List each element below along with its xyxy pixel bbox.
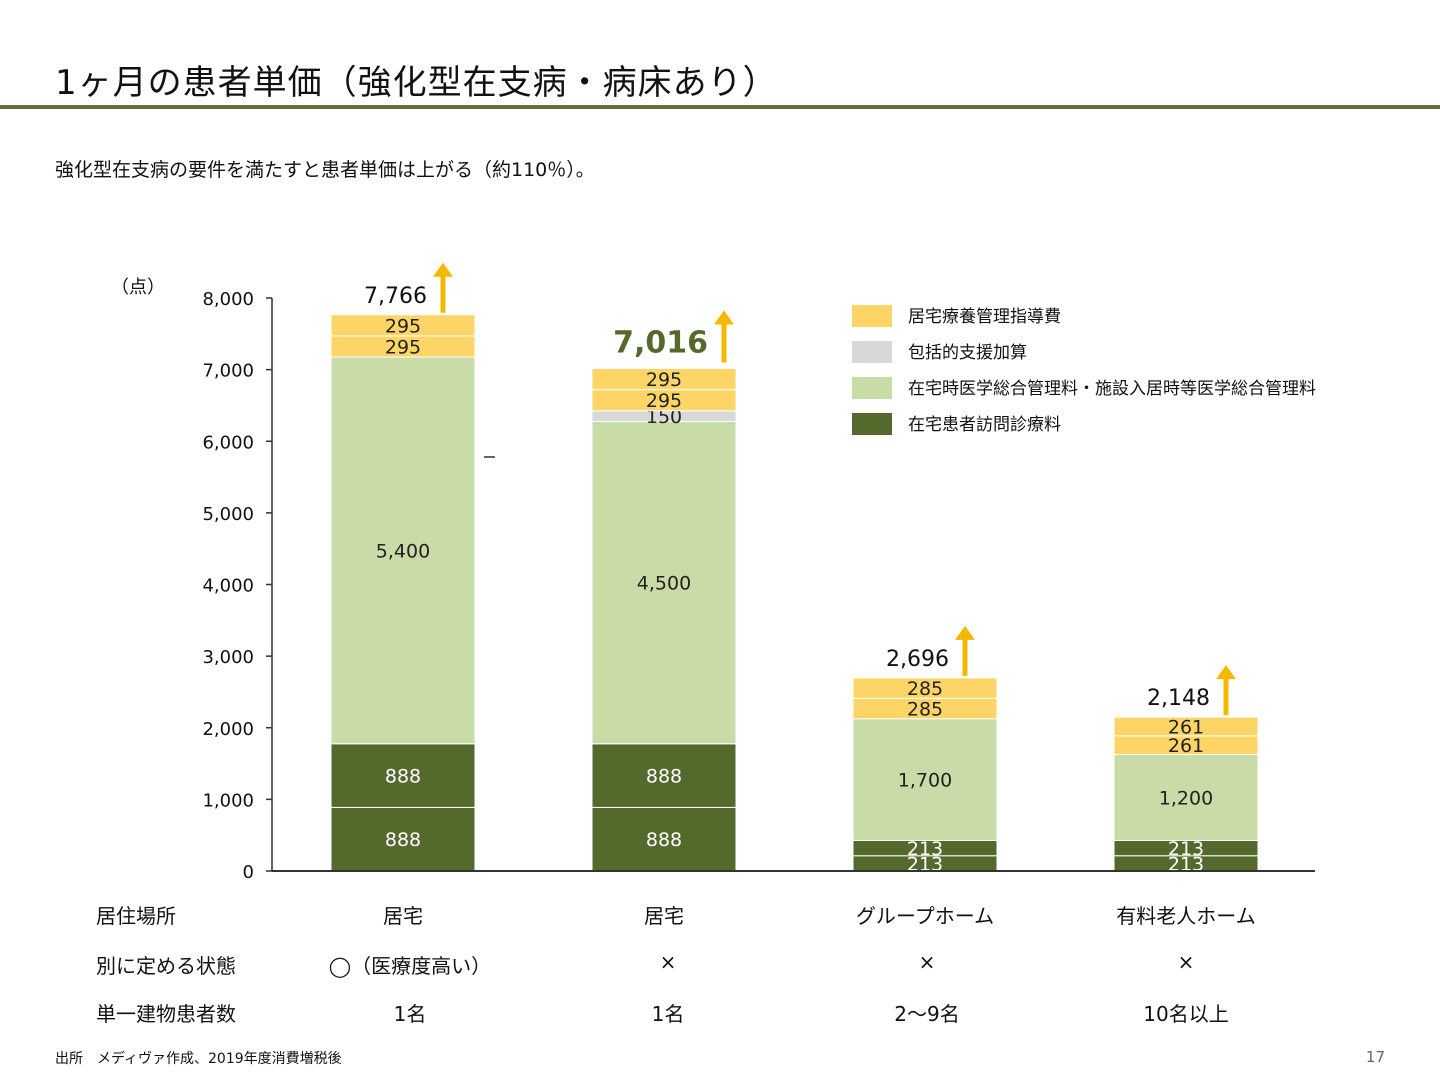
- y-tick-label: 2,000: [202, 719, 254, 740]
- segment-value-label: 888: [646, 829, 682, 851]
- segment-value-label: 213: [1168, 838, 1204, 860]
- bar-segment-home_care_guidance: [1113, 716, 1259, 737]
- bar-segment-comprehensive_mgmt: [852, 718, 998, 841]
- segment-value-label: 888: [385, 766, 421, 788]
- y-tick-label: 7,000: [202, 361, 254, 382]
- bar-segment-visit_fee: [591, 743, 737, 808]
- segment-value-label: 261: [1168, 735, 1204, 757]
- bar-segment-visit_fee: [330, 743, 476, 808]
- y-tick-label: 8,000: [202, 289, 254, 310]
- page-number: 17: [1365, 1048, 1385, 1066]
- table-cell: 10名以上: [1143, 1002, 1229, 1026]
- segment-value-label: 213: [907, 853, 943, 875]
- table-cell: 居宅: [383, 904, 423, 928]
- increase-arrow-icon: [1216, 665, 1236, 680]
- y-tick-label: 6,000: [202, 432, 254, 453]
- segment-value-label: 285: [907, 678, 943, 700]
- segment-value-label: 295: [385, 315, 421, 337]
- segment-value-label: 285: [907, 699, 943, 721]
- legend-label: 居宅療養管理指導費: [908, 307, 1061, 327]
- bar-segment-visit_fee: [330, 806, 476, 872]
- table-cell: ×: [659, 950, 677, 974]
- legend-label: 在宅患者訪問診療料: [908, 415, 1061, 435]
- y-tick-label: 5,000: [202, 504, 254, 525]
- increase-arrow-icon: [714, 310, 734, 325]
- bar-segment-home_care_guidance: [330, 314, 476, 337]
- legend-label: 在宅時医学総合管理料・施設入居時等医学総合管理料: [908, 379, 1316, 399]
- table-cell: 居宅: [644, 904, 684, 928]
- y-unit-label: （点）: [111, 277, 165, 298]
- legend-label: 包括的支援加算: [908, 343, 1027, 363]
- subtitle: 強化型在支病の要件を満たすと患者単価は上がる（約110％）。: [55, 159, 595, 181]
- row-label-residence: 居住場所: [96, 904, 176, 928]
- row-label-patient-count: 単一建物患者数: [96, 1002, 236, 1026]
- table-cell: ×: [918, 950, 936, 974]
- title-divider: [0, 105, 1440, 109]
- segment-value-label: 295: [646, 369, 682, 391]
- segment-value-label: 213: [907, 838, 943, 860]
- segment-value-label: 5,400: [376, 540, 430, 562]
- bar-segment-comprehensive_mgmt: [1113, 754, 1259, 841]
- bar-segment-home_care_guidance: [591, 367, 737, 391]
- bar-segment-comprehensive_mgmt: [330, 356, 476, 745]
- y-tick-label: 3,000: [202, 647, 254, 668]
- y-tick-label: 1,000: [202, 790, 254, 811]
- segment-value-label: 888: [646, 766, 682, 788]
- y-tick-label: 0: [243, 862, 254, 883]
- bar-segment-visit_fee: [591, 806, 737, 872]
- segment-value-label: 295: [646, 390, 682, 412]
- table-cell: 1名: [651, 1002, 685, 1026]
- legend-swatch-comprehensive_mgmt: [852, 377, 892, 399]
- bar-total-label: 7,016: [613, 325, 708, 360]
- bar-total-label: 7,766: [364, 284, 427, 309]
- table-cell: 1名: [393, 1002, 427, 1026]
- increase-arrow-icon: [955, 625, 975, 640]
- table-cell: グループホーム: [855, 904, 995, 928]
- table-cell: 有料老人ホーム: [1116, 904, 1256, 928]
- source-note: 出所 メディヴァ作成、2019年度消費増税後: [55, 1051, 342, 1067]
- segment-value-label: 1,200: [1159, 788, 1213, 810]
- segment-value-label: 1,700: [898, 770, 952, 792]
- segment-value-label: 213: [1168, 853, 1204, 875]
- bar-segment-comprehensive_mgmt: [591, 420, 737, 745]
- y-tick-label: 4,000: [202, 576, 254, 597]
- legend-swatch-visit_fee: [852, 413, 892, 435]
- segment-value-label: 261: [1168, 716, 1204, 738]
- bar-total-label: 2,148: [1147, 686, 1210, 711]
- legend-swatch-support_addition: [852, 341, 892, 363]
- segment-value-label: 4,500: [637, 573, 691, 595]
- table-cell: ◯（医療度高い）: [328, 954, 492, 978]
- increase-arrow-icon: [433, 262, 453, 277]
- segment-value-label: 295: [385, 336, 421, 358]
- segment-value-label: 888: [385, 829, 421, 851]
- table-cell: 2〜9名: [894, 1002, 960, 1026]
- legend-swatch-home_care_guidance: [852, 305, 892, 327]
- table-cell: ×: [1177, 950, 1195, 974]
- page-title: 1ヶ月の患者単価（強化型在支病・病床あり）: [55, 63, 778, 103]
- segment-value-label: 150: [646, 406, 682, 428]
- row-label-condition: 別に定める状態: [96, 954, 236, 978]
- bar-segment-home_care_guidance: [852, 677, 998, 699]
- bar-total-label: 2,696: [886, 647, 949, 672]
